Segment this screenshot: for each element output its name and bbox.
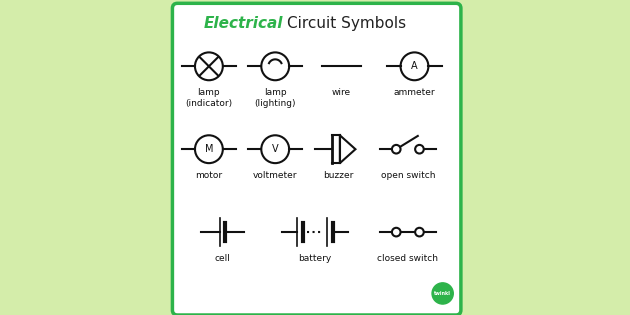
- Text: V: V: [272, 144, 278, 154]
- Text: battery: battery: [299, 254, 331, 263]
- Text: motor: motor: [195, 171, 222, 180]
- Text: lamp
(indicator): lamp (indicator): [185, 88, 232, 108]
- Text: closed switch: closed switch: [377, 254, 438, 263]
- Circle shape: [415, 145, 424, 153]
- Circle shape: [432, 283, 453, 304]
- Text: ammeter: ammeter: [394, 88, 435, 97]
- Text: Electrical: Electrical: [204, 16, 284, 31]
- Text: open switch: open switch: [381, 171, 435, 180]
- Circle shape: [392, 145, 401, 153]
- Text: Circuit Symbols: Circuit Symbols: [287, 16, 406, 31]
- Text: A: A: [411, 61, 418, 71]
- Text: voltmeter: voltmeter: [253, 171, 297, 180]
- FancyBboxPatch shape: [173, 3, 461, 315]
- Text: M: M: [205, 144, 213, 154]
- Text: wire: wire: [332, 88, 351, 97]
- Circle shape: [392, 228, 401, 237]
- Text: buzzer: buzzer: [323, 171, 353, 180]
- Text: twinkl: twinkl: [434, 291, 451, 296]
- Circle shape: [415, 228, 424, 237]
- Text: cell: cell: [214, 254, 230, 263]
- Text: lamp
(lighting): lamp (lighting): [255, 88, 296, 108]
